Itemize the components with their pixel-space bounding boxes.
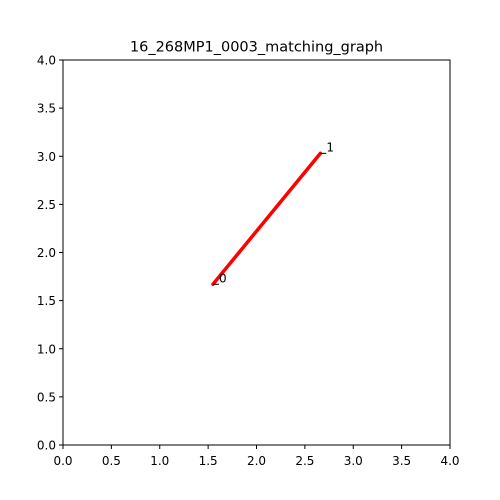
x-tick-label-2: 1.0 — [150, 454, 169, 468]
x-tick-label-6: 3.0 — [344, 454, 363, 468]
y-tick-label-8: 4.0 — [37, 54, 56, 68]
y-tick-label-3: 1.5 — [37, 294, 56, 308]
x-tick-label-3: 1.5 — [199, 454, 218, 468]
x-tick-label-0: 0.0 — [53, 454, 72, 468]
x-tick-label-8: 4.0 — [440, 454, 459, 468]
x-tick-label-1: 0.5 — [102, 454, 121, 468]
y-tick-label-5: 2.5 — [37, 198, 56, 212]
y-tick-label-2: 1.0 — [37, 342, 56, 356]
node-label-1: 1 — [326, 140, 334, 154]
y-tick-label-7: 3.5 — [37, 102, 56, 116]
y-tick-label-6: 3.0 — [37, 150, 56, 164]
x-tick-label-4: 2.0 — [247, 454, 266, 468]
x-tick-label-7: 3.5 — [392, 454, 411, 468]
y-tick-label-4: 2.0 — [37, 246, 56, 260]
matching-edge-0 — [211, 151, 323, 287]
x-tick-label-5: 2.5 — [295, 454, 314, 468]
node-label-0: 0 — [219, 271, 227, 285]
y-tick-label-1: 0.5 — [37, 390, 56, 404]
chart-title: 16_268MP1_0003_matching_graph — [130, 40, 383, 56]
plot-area: 0 1 0.0 0.5 1.0 1.5 2.0 2.5 3.0 3.5 4.0 0.0 0.5 1.0 1.… — [37, 54, 460, 469]
y-tick-label-0: 0.0 — [37, 439, 56, 453]
